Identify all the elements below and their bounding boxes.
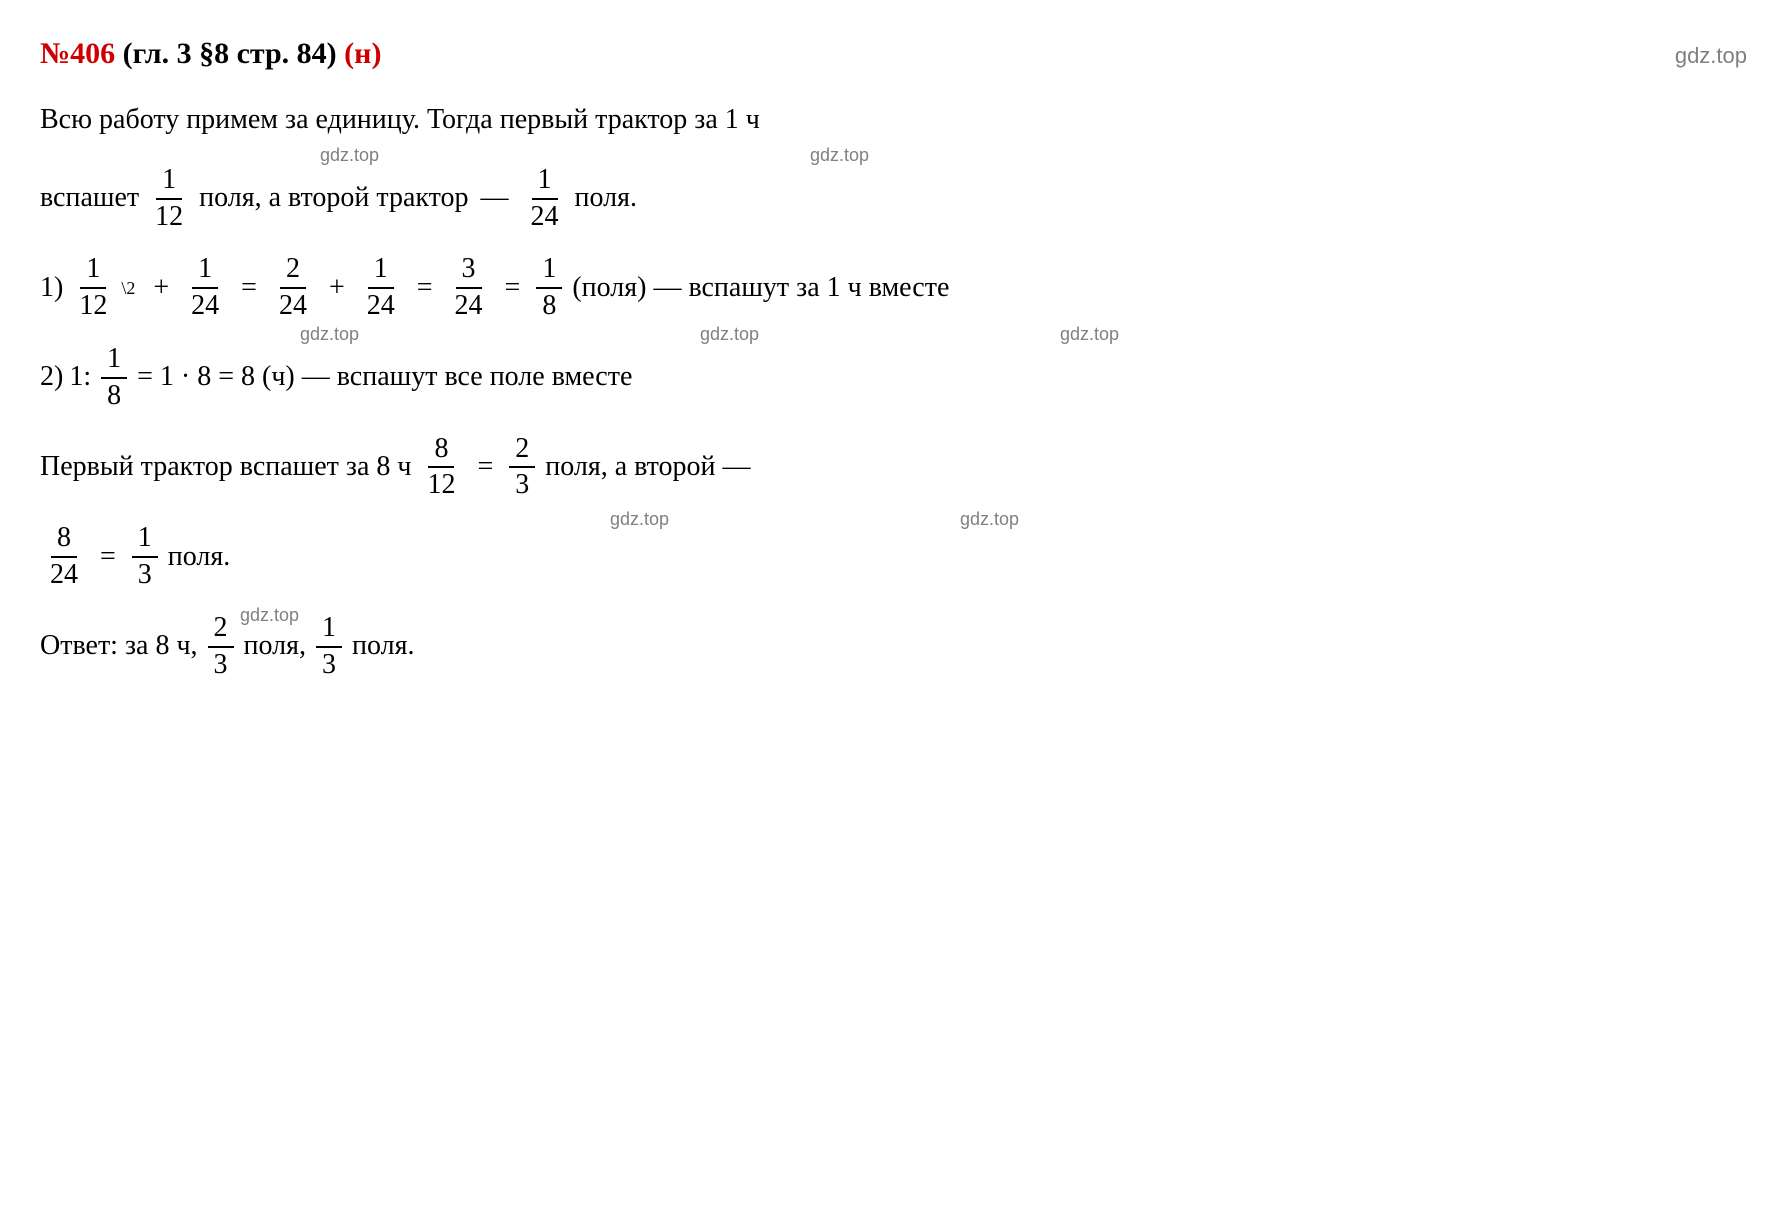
numerator: 2 xyxy=(208,613,234,648)
numerator: 2 xyxy=(509,434,535,469)
answer-line: gdz.top Ответ: за 8 ч, 2 3 поля, 1 3 пол… xyxy=(40,613,1747,681)
watermark-top: gdz.top xyxy=(1675,38,1747,73)
step-1: 1) 1 12 \2 + 1 24 = 2 24 + 1 24 = 3 24 =… xyxy=(40,254,1747,322)
text: Первый трактор вспашет за 8 ч xyxy=(40,445,411,490)
line-6: gdz.top gdz.top 8 24 = 1 3 поля. xyxy=(40,523,1747,591)
denominator: 24 xyxy=(44,558,84,591)
watermark-inline: gdz.top xyxy=(240,601,299,630)
fraction: 1 8 xyxy=(101,344,127,412)
denominator: 24 xyxy=(449,289,489,322)
denominator: 8 xyxy=(101,379,127,412)
watermark-inline: gdz.top xyxy=(320,141,379,170)
fraction: 8 12 xyxy=(421,434,461,502)
numerator: 1 xyxy=(156,165,182,200)
dash: — xyxy=(481,176,509,221)
line-2: gdz.top gdz.top вспашет 1 12 поля, а вто… xyxy=(40,165,1747,233)
denominator: 24 xyxy=(525,200,565,233)
numerator: 2 xyxy=(280,254,306,289)
step-2: gdz.top gdz.top gdz.top 2) 1: 1 8 = 1 · … xyxy=(40,344,1747,412)
denominator: 24 xyxy=(361,289,401,322)
numerator: 1 xyxy=(368,254,394,289)
denominator: 8 xyxy=(536,289,562,322)
fraction: 2 3 xyxy=(208,613,234,681)
plus: + xyxy=(153,266,169,311)
fraction: 3 24 xyxy=(449,254,489,322)
denominator: 12 xyxy=(149,200,189,233)
denominator: 24 xyxy=(185,289,225,322)
denominator: 12 xyxy=(73,289,113,322)
intro-text: Всю работу примем за единицу. Тогда перв… xyxy=(40,98,1747,143)
step-label: 2) xyxy=(40,355,63,400)
text: поля. xyxy=(575,176,637,221)
fraction: 1 3 xyxy=(132,523,158,591)
denominator: 3 xyxy=(132,558,158,591)
fraction: 1 12 xyxy=(149,165,189,233)
numerator: 1 xyxy=(192,254,218,289)
text: поля. xyxy=(168,535,230,580)
line-5: Первый трактор вспашет за 8 ч 8 12 = 2 3… xyxy=(40,434,1747,502)
fraction: 1 24 xyxy=(361,254,401,322)
title-number: №406 xyxy=(40,37,115,70)
numerator: 1 xyxy=(316,613,342,648)
numerator: 1 xyxy=(101,344,127,379)
denominator: 3 xyxy=(208,648,234,681)
answer-label: Ответ: за 8 ч, xyxy=(40,624,198,669)
watermark-inline: gdz.top xyxy=(700,320,759,349)
text: (поля) — вспашут за 1 ч вместе xyxy=(572,266,949,311)
superscript: \2 xyxy=(121,274,135,303)
equals: = xyxy=(505,266,521,311)
denominator: 12 xyxy=(421,468,461,501)
fraction: 1 24 xyxy=(185,254,225,322)
watermark-inline: gdz.top xyxy=(610,505,669,534)
numerator: 1 xyxy=(132,523,158,558)
title-suffix: (н) xyxy=(344,37,381,70)
fraction: 1 3 xyxy=(316,613,342,681)
equals: = xyxy=(100,535,116,580)
text: = 1 · 8 = 8 (ч) — вспашут все поле вмест… xyxy=(137,355,632,400)
text: поля, а второй трактор xyxy=(199,176,468,221)
denominator: 3 xyxy=(316,648,342,681)
equals: = xyxy=(417,266,433,311)
step-label: 1) xyxy=(40,266,63,311)
equals: = xyxy=(477,445,493,490)
denominator: 24 xyxy=(273,289,313,322)
numerator: 1 xyxy=(532,165,558,200)
numerator: 8 xyxy=(428,434,454,469)
text: поля. xyxy=(352,624,414,669)
fraction: 1 24 xyxy=(525,165,565,233)
fraction: 2 3 xyxy=(509,434,535,502)
title-paren: (гл. 3 §8 стр. 84) xyxy=(123,37,337,70)
fraction: 1 8 xyxy=(536,254,562,322)
denominator: 3 xyxy=(509,468,535,501)
watermark-inline: gdz.top xyxy=(960,505,1019,534)
text: поля, xyxy=(244,624,306,669)
fraction: 2 24 xyxy=(273,254,313,322)
numerator: 1 xyxy=(80,254,106,289)
watermark-inline: gdz.top xyxy=(1060,320,1119,349)
text: вспашет xyxy=(40,176,139,221)
header-row: №406 (гл. 3 §8 стр. 84) (н) gdz.top xyxy=(40,30,1747,78)
text: поля, а второй — xyxy=(545,445,750,490)
problem-title: №406 (гл. 3 §8 стр. 84) (н) xyxy=(40,30,381,78)
equals: = xyxy=(241,266,257,311)
numerator: 8 xyxy=(51,523,77,558)
text: 1: xyxy=(69,355,91,400)
watermark-inline: gdz.top xyxy=(810,141,869,170)
numerator: 1 xyxy=(536,254,562,289)
plus: + xyxy=(329,266,345,311)
watermark-inline: gdz.top xyxy=(300,320,359,349)
fraction: 1 12 xyxy=(73,254,113,322)
numerator: 3 xyxy=(456,254,482,289)
fraction: 8 24 xyxy=(44,523,84,591)
